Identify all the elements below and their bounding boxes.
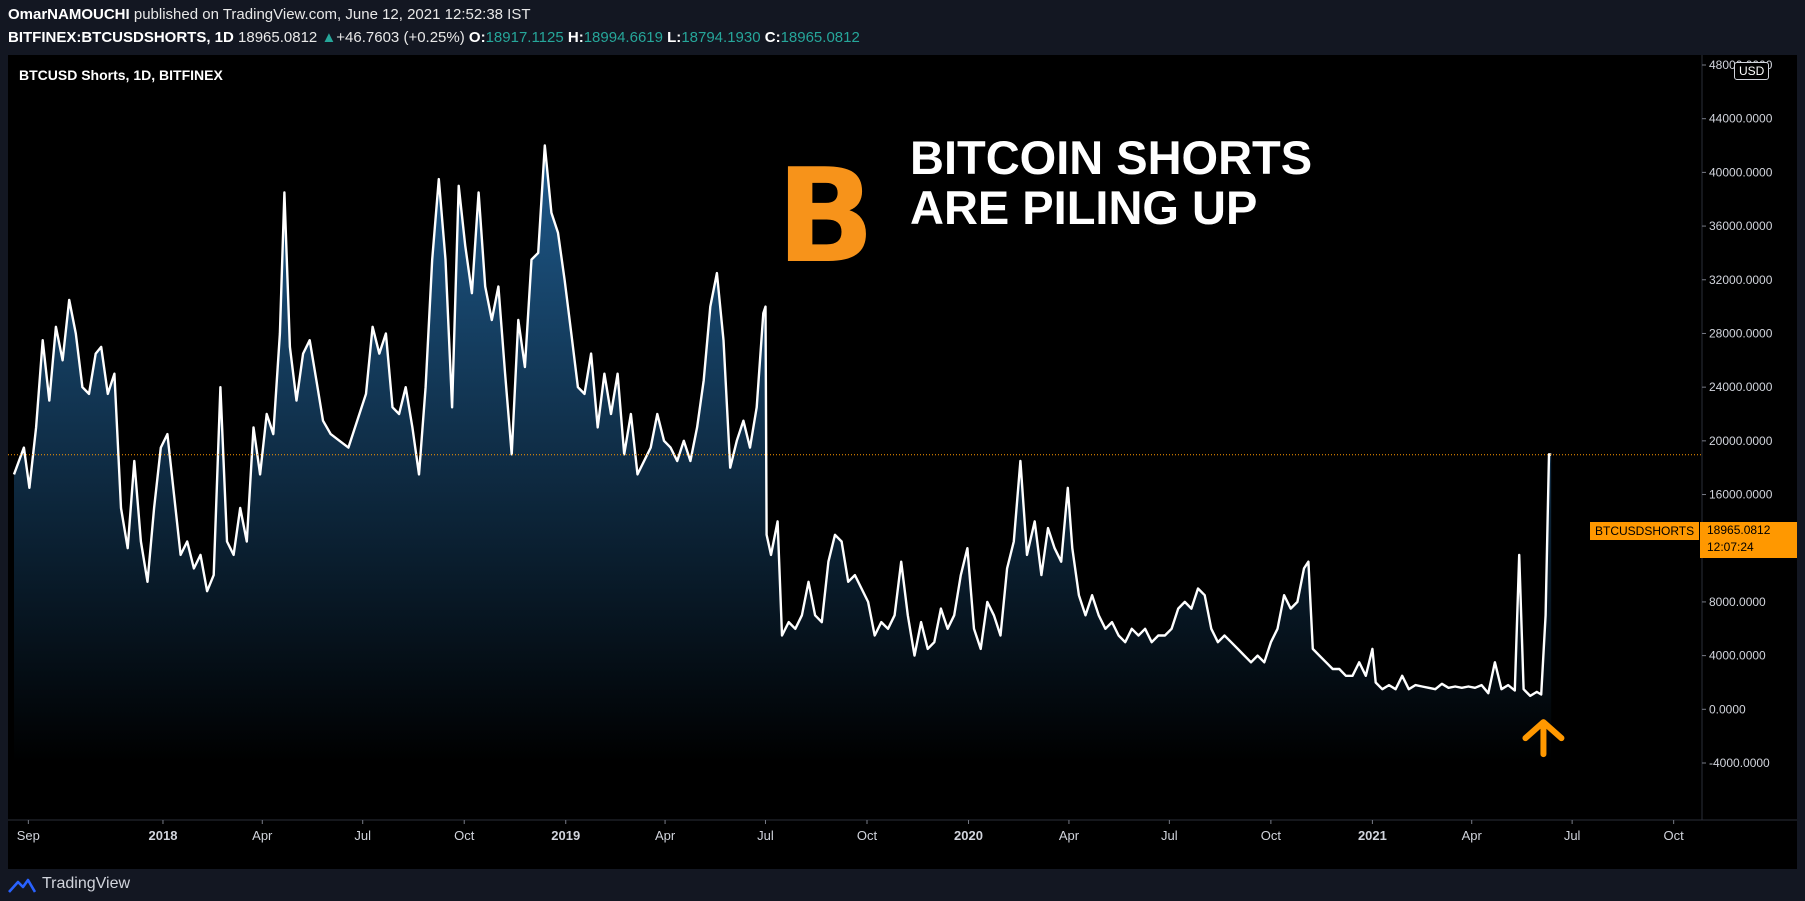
area-fill <box>14 145 1552 763</box>
low-label: L: <box>667 29 682 46</box>
x-tick-label: Oct <box>454 828 475 843</box>
x-tick-label: Jul <box>354 828 371 843</box>
chart-panel[interactable]: 48000.000044000.000040000.000036000.0000… <box>8 55 1797 869</box>
y-tick-label: 20000.0000 <box>1709 434 1773 448</box>
x-tick-label: Oct <box>1664 828 1685 843</box>
y-tick-label: 32000.0000 <box>1709 273 1773 287</box>
symbol-label[interactable]: BITFINEX:BTCUSDSHORTS, 1D <box>8 29 234 46</box>
x-tick-label: 2020 <box>954 828 983 843</box>
author-name[interactable]: OmarNAMOUCHI <box>8 6 130 23</box>
x-tick-label: Apr <box>655 828 676 843</box>
symbol-price-label: BTCUSDSHORTS <box>1590 522 1700 540</box>
last-price: 18965.0812 <box>238 29 318 46</box>
publish-info: published on TradingView.com, June 12, 2… <box>129 6 531 23</box>
price-change: +46.7603 (+0.25%) <box>336 29 465 46</box>
y-tick-label: 40000.0000 <box>1709 165 1773 179</box>
y-tick-label: 8000.0000 <box>1709 595 1766 609</box>
y-tick-label: 16000.0000 <box>1709 488 1773 502</box>
footer: TradingView <box>0 869 1805 901</box>
publish-line: OmarNAMOUCHI published on TradingView.co… <box>8 6 531 23</box>
tradingview-logo-icon[interactable] <box>8 876 36 894</box>
close-label: C: <box>764 29 781 46</box>
headline-line-1: BITCOIN SHORTS <box>910 131 1313 184</box>
close-value: 18965.0812 <box>780 29 860 46</box>
y-tick-label: 28000.0000 <box>1709 326 1773 340</box>
x-tick-label: Sep <box>17 828 40 843</box>
bar-countdown: 12:07:24 <box>1707 540 1754 554</box>
x-tick-label: Apr <box>252 828 273 843</box>
y-tick-label: 36000.0000 <box>1709 219 1773 233</box>
high-value: 18994.6619 <box>583 29 663 46</box>
x-tick-label: Oct <box>1261 828 1282 843</box>
high-label: H: <box>567 29 584 46</box>
price-line <box>12 144 1552 698</box>
x-tick-label: Jul <box>757 828 774 843</box>
y-tick-label: -4000.0000 <box>1709 756 1770 770</box>
change-up-icon: ▲ <box>321 29 337 46</box>
open-label: O: <box>468 29 486 46</box>
y-tick-label: 0.0000 <box>1709 702 1746 716</box>
x-tick-label: 2018 <box>149 828 178 843</box>
last-value-label: 18965.0812 12:07:24 <box>1700 522 1797 558</box>
y-tick-label: 44000.0000 <box>1709 112 1773 126</box>
chart-header: OmarNAMOUCHI published on TradingView.co… <box>0 0 1805 55</box>
headline-line-2: ARE PILING UP <box>910 181 1258 234</box>
open-value: 18917.1125 <box>485 29 564 46</box>
y-tick-label: 4000.0000 <box>1709 649 1766 663</box>
brand-name[interactable]: TradingView <box>42 875 131 892</box>
x-tick-label: Apr <box>1059 828 1080 843</box>
y-tick-label: 24000.0000 <box>1709 380 1773 394</box>
up-arrow-icon <box>1522 719 1565 758</box>
price-chart[interactable]: 48000.000044000.000040000.000036000.0000… <box>8 55 1797 869</box>
bitcoin-logo-icon: B <box>776 140 876 292</box>
x-tick-label: Jul <box>1161 828 1178 843</box>
x-tick-label: Apr <box>1462 828 1483 843</box>
x-tick-label: 2021 <box>1358 828 1387 843</box>
x-tick-label: Oct <box>857 828 878 843</box>
last-value: 18965.0812 <box>1707 523 1771 537</box>
x-tick-label: Jul <box>1564 828 1581 843</box>
series-title: BTCUSD Shorts, 1D, BITFINEX <box>19 67 223 83</box>
x-tick-label: 2019 <box>551 828 580 843</box>
headline: BITCOIN SHORTS ARE PILING UP <box>910 133 1312 233</box>
ohlc-line: BITFINEX:BTCUSDSHORTS, 1D 18965.0812 ▲+4… <box>8 29 860 46</box>
low-value: 18794.1930 <box>681 29 761 46</box>
currency-badge[interactable]: USD <box>1734 62 1770 80</box>
